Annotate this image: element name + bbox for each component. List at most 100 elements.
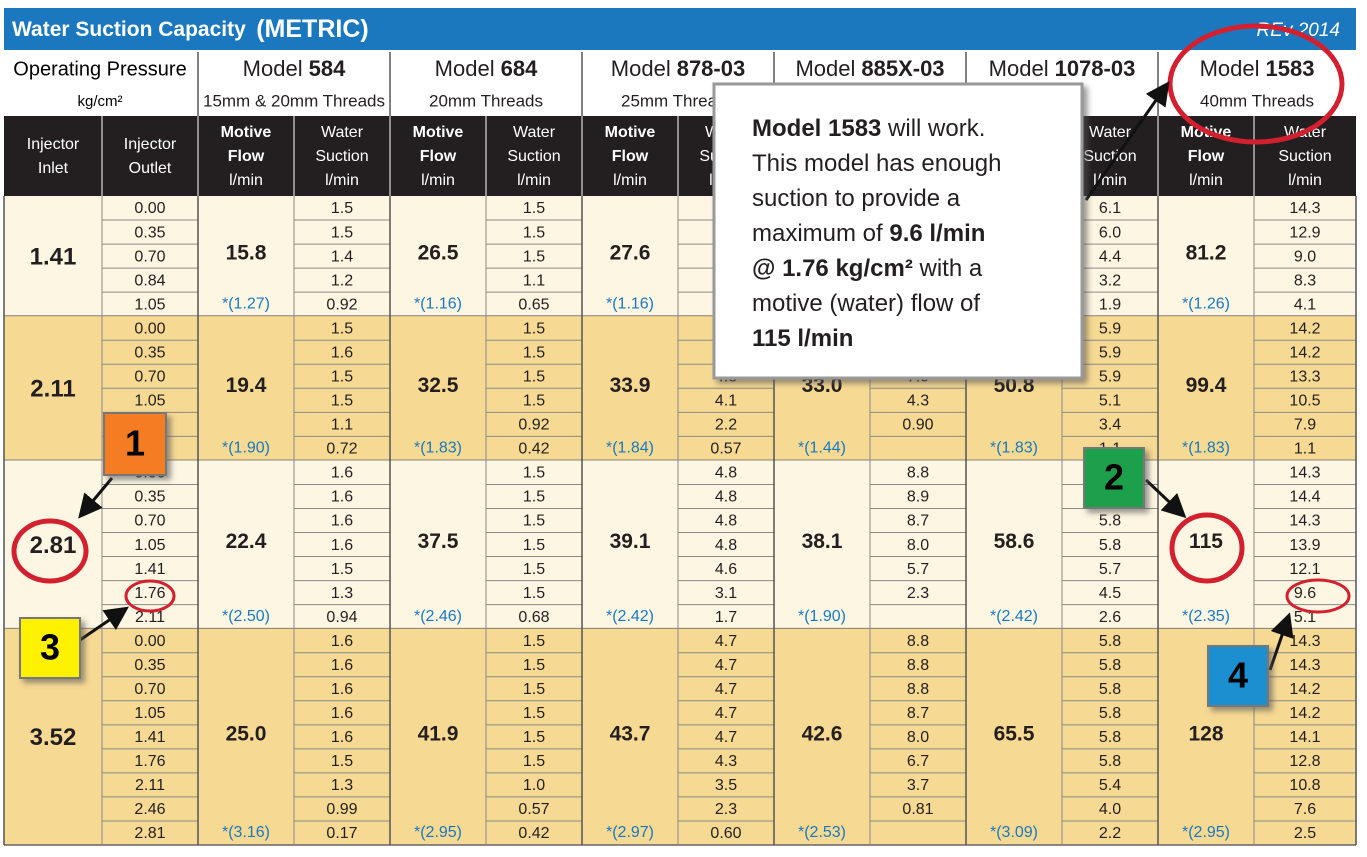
water-suction: 8.9 [907,489,929,506]
column-header: Flow [612,148,649,165]
flow-note: *(1.83) [414,440,462,457]
water-suction: 1.5 [331,200,353,217]
water-suction: 5.8 [1099,633,1121,650]
motive-flow: 33.0 [802,374,843,397]
column-header: Suction [315,148,368,165]
water-suction: 14.3 [1289,633,1320,650]
water-suction: 4.4 [1099,248,1121,265]
popup-line: maximum of 9.6 l/min [752,220,985,247]
flow-note: *(1.26) [1182,295,1230,312]
water-suction: 12.9 [1289,224,1320,241]
title-unit: (METRIC) [256,15,368,43]
model-label: Model [243,56,303,81]
outlet-value: 0.00 [134,320,165,337]
revision: REv 2014 [1257,20,1340,41]
water-suction: 4.8 [715,465,737,482]
flow-note: *(2.46) [414,608,462,625]
model-label: Model [989,56,1049,81]
water-suction: 14.2 [1289,344,1320,361]
model-label: Model [611,56,671,81]
water-suction: 1.5 [523,633,545,650]
model-number: 584 [309,56,346,81]
water-suction: 3.7 [907,777,929,794]
column-header: Flow [228,148,265,165]
water-suction: 14.3 [1289,657,1320,674]
motive-flow: 42.6 [802,722,843,745]
column-header: Outlet [129,160,172,177]
water-suction: 1.5 [523,344,545,361]
model-threads: 40mm Threads [1200,91,1314,110]
highlight-circle [1285,578,1351,614]
water-suction: 4.3 [907,393,929,410]
water-suction: 14.2 [1289,705,1320,722]
model-label: Model [795,56,855,81]
arrow [1144,478,1187,519]
water-suction: 4.8 [715,489,737,506]
model-threads: 20mm Threads [429,91,543,110]
highlight-circle [1169,512,1245,584]
outlet-value: 0.35 [134,489,165,506]
water-suction: 8.7 [907,513,929,530]
water-suction: 1.5 [523,200,545,217]
water-suction: 2.5 [1294,825,1316,842]
water-suction: 2.2 [1099,825,1121,842]
outlet-value: 2.11 [135,777,165,794]
water-suction: 14.3 [1289,513,1320,530]
callout-box [19,617,81,679]
water-suction: 9.6 [1294,585,1316,602]
motive-flow: 37.5 [418,530,459,553]
popup-line: This model has enough [752,150,1002,177]
popup-text-part: motive (water) flow of [752,290,980,317]
water-suction: 4.7 [715,705,737,722]
water-suction: 3.2 [1099,272,1121,289]
water-suction: 13.9 [1289,537,1320,554]
water-suction: 8.8 [907,657,929,674]
flow-note: *(2.35) [1182,608,1230,625]
column-header: Flow [1188,148,1225,165]
motive-flow: 25.0 [226,722,267,745]
water-suction: 5.8 [1099,657,1121,674]
popup-line: motive (water) flow of [752,290,980,317]
column-header: Motive [605,124,656,141]
model-name: Model 1583 [1200,56,1315,81]
water-suction: 1.5 [523,513,545,530]
model-threads: 25mm Threads [621,91,735,110]
popup-line: @ 1.76 kg/cm² with a [752,255,983,282]
water-suction: 14.4 [1289,489,1320,506]
pressure-unit: kg/cm² [78,93,123,110]
model-label: Model [1200,56,1260,81]
motive-flow: 128 [1188,722,1223,745]
water-suction: 1.1 [331,417,353,434]
flow-note: *(1.90) [222,440,270,457]
outlet-value: 0.70 [134,681,165,698]
water-suction: 8.3 [1294,272,1316,289]
outlet-value: 0.35 [134,224,165,241]
popup [712,82,1084,380]
water-suction: 1.2 [331,272,353,289]
motive-flow: 115 [1189,530,1223,553]
water-suction: 1.5 [331,224,353,241]
callout-box [103,412,167,476]
water-suction: 4.7 [715,657,737,674]
column-header: l/min [325,172,359,189]
column-header: Motive [413,124,464,141]
column-header: l/min [613,172,647,189]
column-header: Suction [1083,148,1136,165]
flow-note: *(2.53) [798,824,846,841]
flow-note: *(1.83) [990,440,1038,457]
motive-flow: 50.8 [994,374,1035,397]
water-suction: 10.5 [1289,393,1320,410]
water-suction: 1.6 [331,537,353,554]
column-header-bar [4,116,1356,196]
water-suction: 1.6 [331,465,353,482]
outlet-value: 1.05 [134,537,165,554]
water-suction: 1.6 [331,729,353,746]
motive-flow: 99.4 [1186,374,1227,397]
water-suction: 1.5 [523,489,545,506]
motive-flow: 33.9 [610,374,651,397]
water-suction: 2.2 [715,417,737,434]
model-name: Model 885X-03 [795,56,944,81]
water-suction: 4.5 [1099,585,1121,602]
water-suction: 8.8 [907,681,929,698]
water-suction: 5.8 [1099,729,1121,746]
